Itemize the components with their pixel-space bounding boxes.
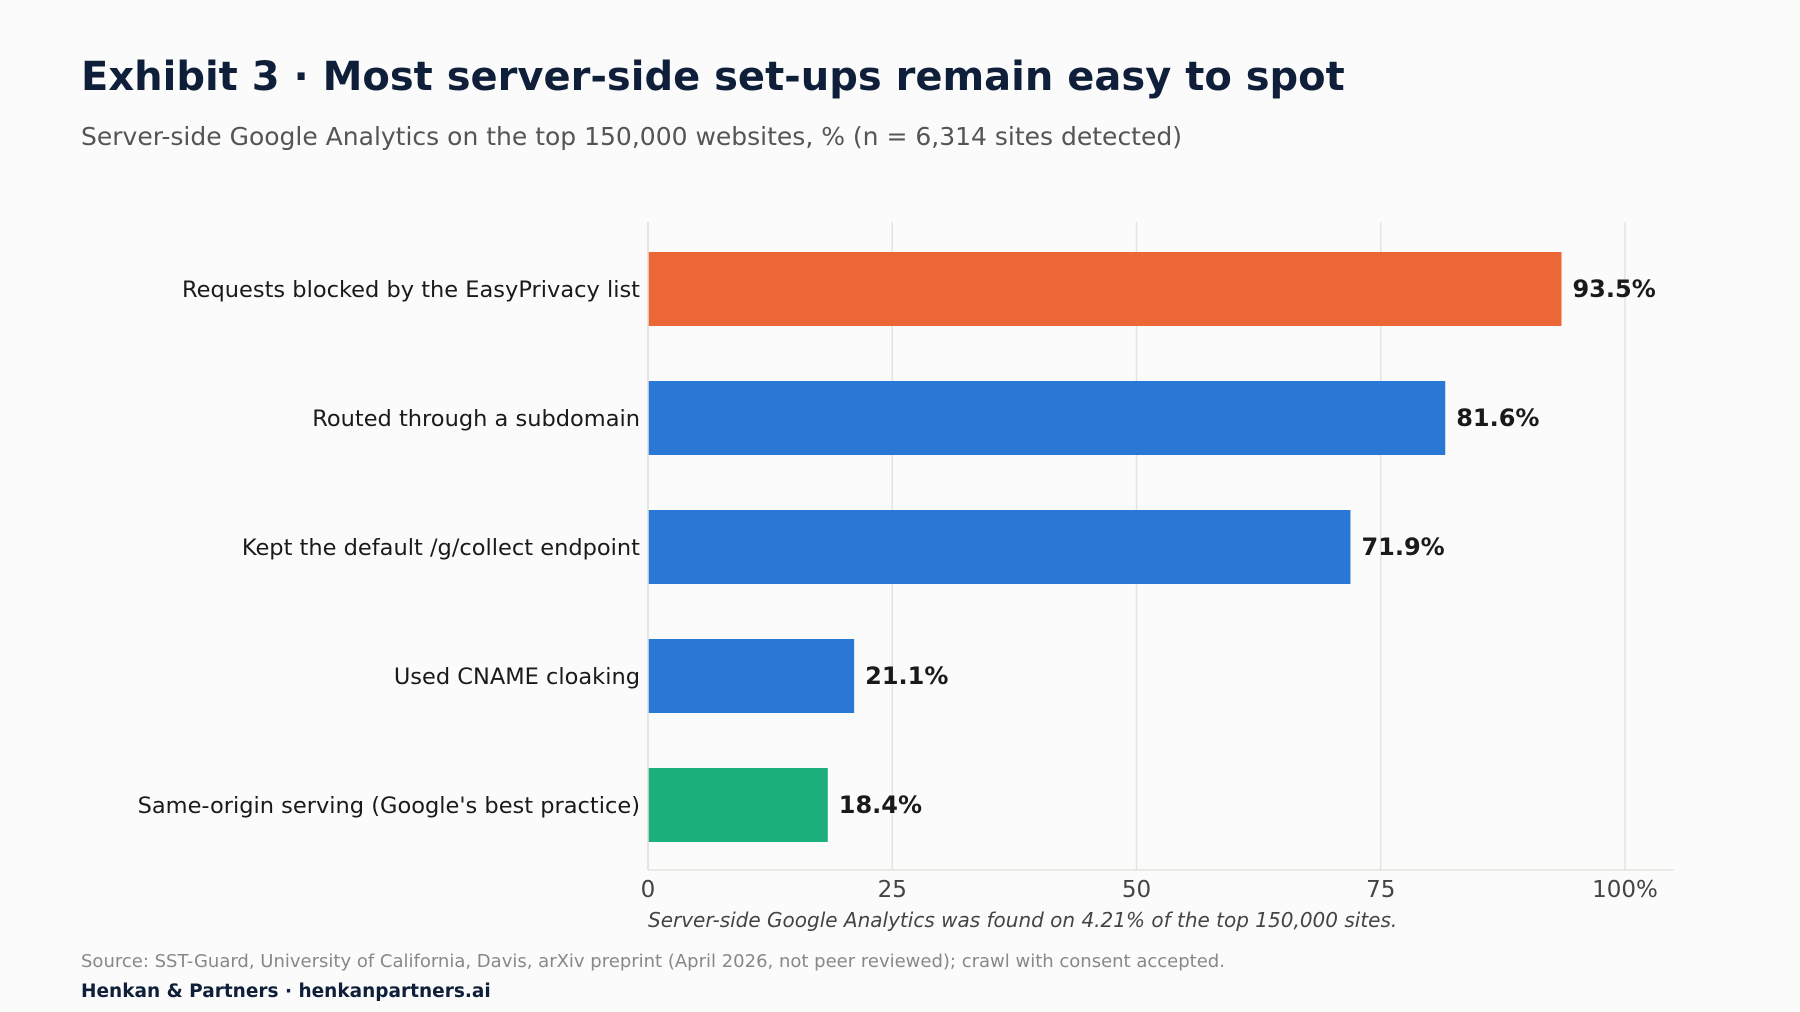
- x-tick-label: 25: [878, 877, 907, 903]
- x-axis: 0 25 50 75 100%: [641, 222, 1674, 903]
- category-label: Kept the default /g/collect endpoint: [242, 535, 640, 561]
- category-label: Requests blocked by the EasyPrivacy list: [182, 277, 640, 303]
- bar: [648, 639, 855, 713]
- category-label: Same-origin serving (Google's best pract…: [138, 793, 640, 819]
- x-tick-label: 75: [1366, 877, 1395, 903]
- chart-title: Exhibit 3 · Most server-side set-ups rem…: [81, 54, 1345, 100]
- source-note: Source: SST-Guard, University of Califor…: [81, 951, 1225, 972]
- category-label: Routed through a subdomain: [312, 406, 640, 432]
- x-tick-label: 0: [641, 877, 656, 903]
- value-label: 93.5%: [1572, 275, 1655, 303]
- bars: Requests blocked by the EasyPrivacy list…: [138, 252, 1656, 842]
- chart-note: Server-side Google Analytics was found o…: [648, 908, 1397, 932]
- chart-subtitle: Server-side Google Analytics on the top …: [81, 122, 1182, 151]
- x-tick-label: 50: [1122, 877, 1151, 903]
- bar: [648, 510, 1351, 584]
- x-tick-label: 100%: [1592, 877, 1658, 903]
- value-label: 18.4%: [839, 791, 922, 819]
- brand-credit: Henkan & Partners · henkanpartners.ai: [81, 981, 491, 1002]
- value-label: 71.9%: [1361, 533, 1444, 561]
- category-label: Used CNAME cloaking: [394, 664, 640, 690]
- value-label: 81.6%: [1456, 404, 1539, 432]
- value-label: 21.1%: [865, 662, 948, 690]
- bar: [648, 768, 828, 842]
- bar: [648, 252, 1562, 326]
- bar: [648, 381, 1446, 455]
